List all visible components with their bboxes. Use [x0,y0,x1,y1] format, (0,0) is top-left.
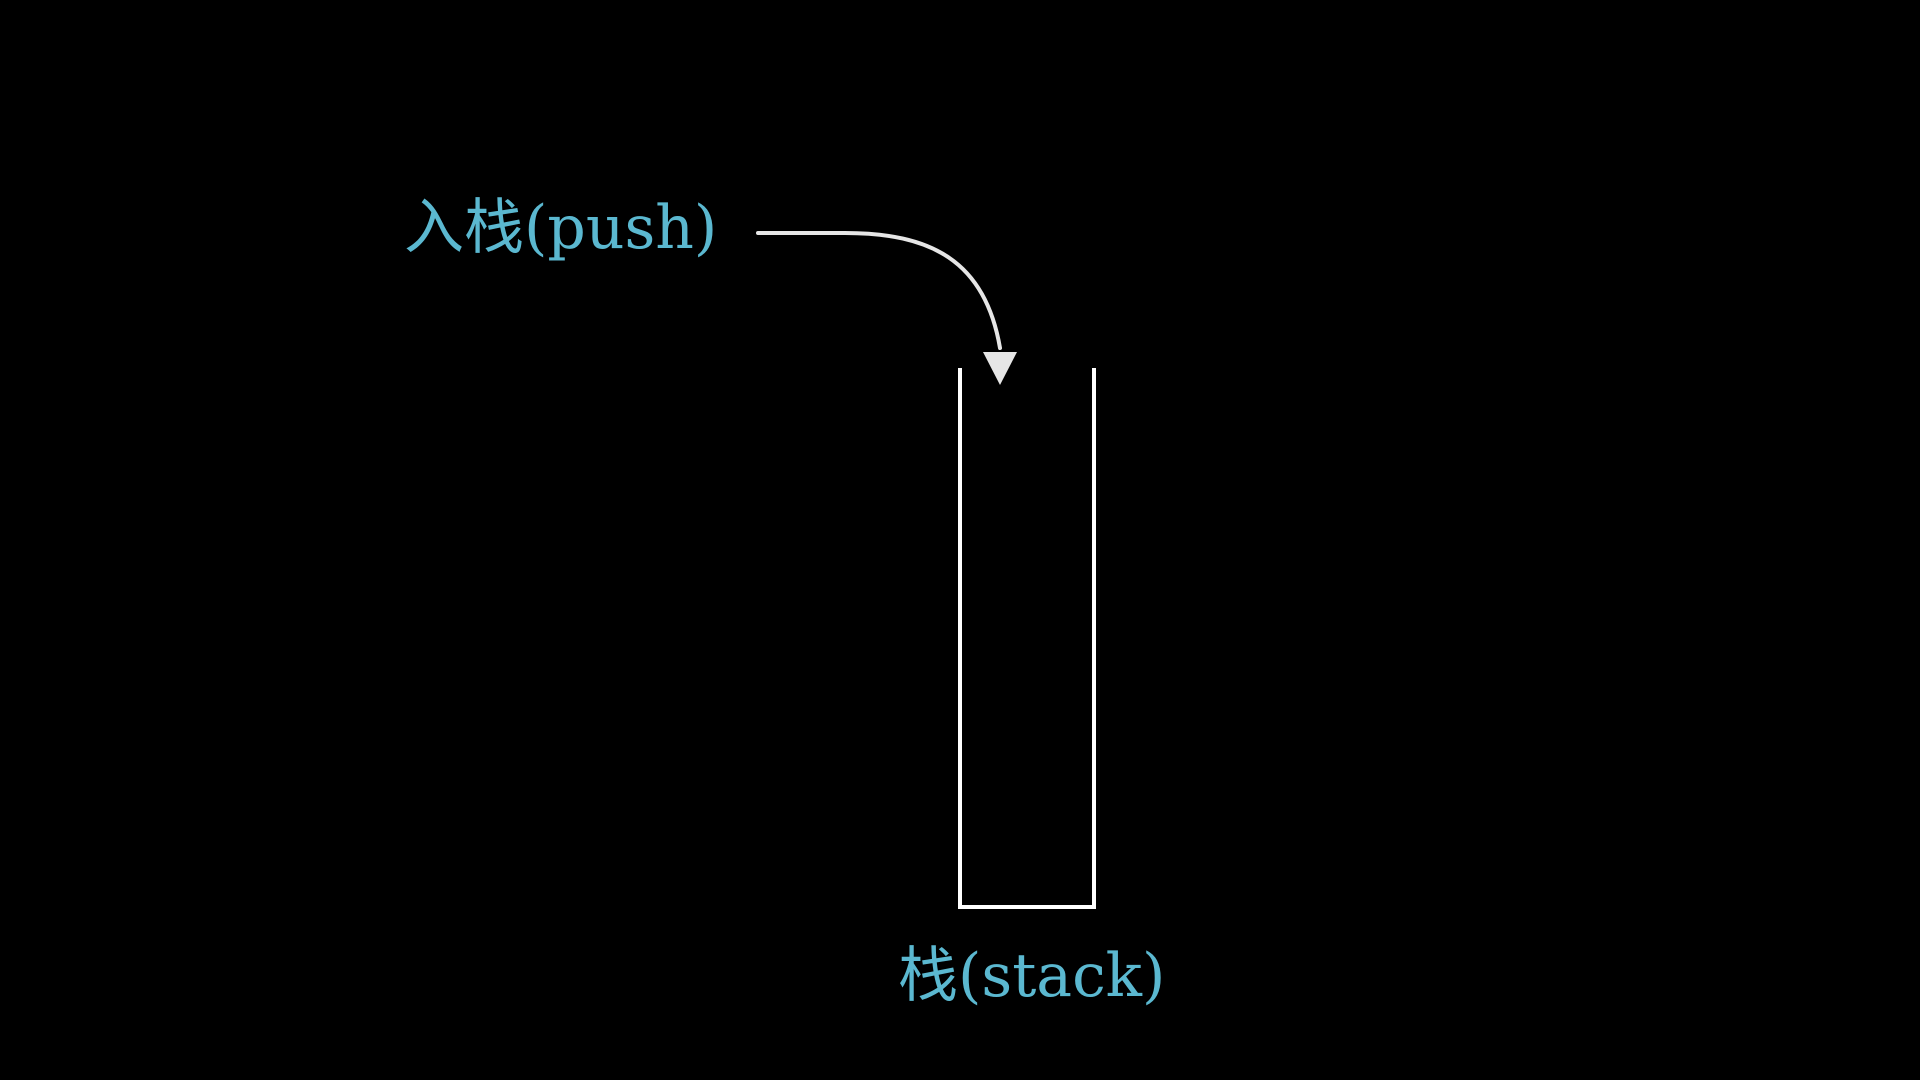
push-arrow [756,231,1017,385]
push-arrow-curve [756,231,1002,350]
stack-container [958,368,1096,909]
stack-label: 栈(stack) [898,941,1166,1011]
curved-arrow-down-icon [983,352,1017,385]
push-label: 入栈(push) [404,193,718,263]
